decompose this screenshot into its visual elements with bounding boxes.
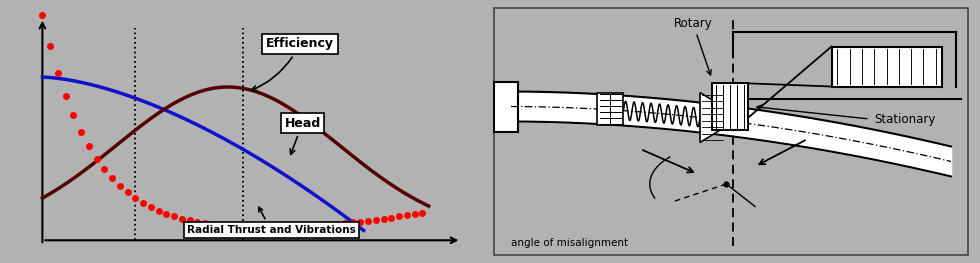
Bar: [597, 93, 623, 125]
Bar: [711, 83, 748, 130]
Text: Stationary: Stationary: [874, 113, 936, 125]
Text: Efficiency: Efficiency: [252, 37, 334, 91]
Polygon shape: [700, 93, 726, 143]
Bar: [494, 82, 518, 132]
Text: Rotary: Rotary: [673, 17, 712, 75]
Text: Head: Head: [284, 117, 320, 154]
Text: Radial Thrust and Vibrations: Radial Thrust and Vibrations: [186, 207, 356, 235]
Bar: [831, 47, 942, 87]
Text: angle of misalignment: angle of misalignment: [512, 238, 628, 248]
